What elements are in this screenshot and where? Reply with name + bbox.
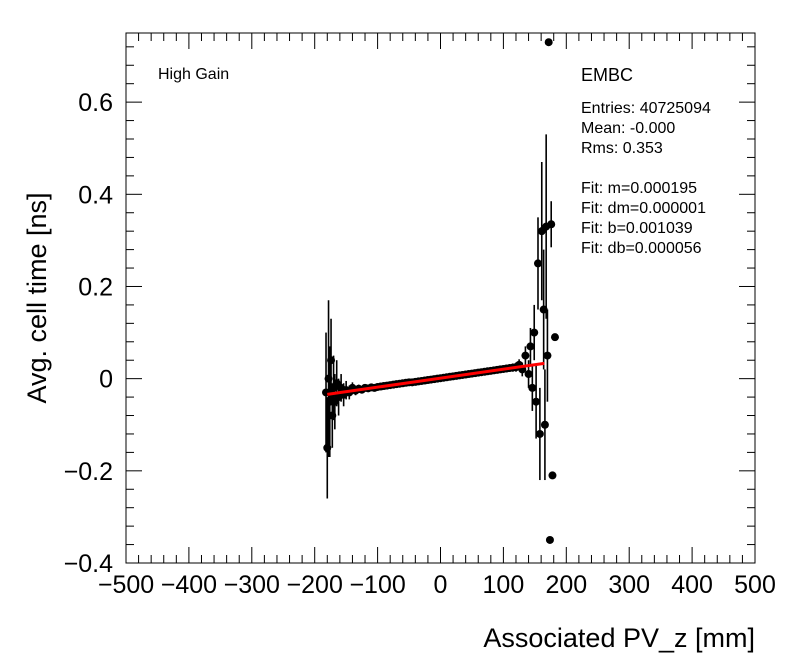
stat-fit-db: Fit: db=0.000056	[581, 240, 702, 257]
x-tick-label: −100	[349, 571, 405, 599]
x-tick-label: 300	[608, 571, 650, 599]
data-point	[550, 333, 559, 342]
y-axis-title: Avg. cell time [ns]	[22, 192, 52, 403]
y-tick-label: 0	[99, 366, 113, 394]
y-tick-label: −0.2	[64, 458, 113, 486]
data-point	[533, 259, 542, 268]
y-tick-label: 0.2	[78, 273, 113, 301]
data-point	[323, 443, 332, 452]
data-point	[530, 328, 539, 337]
y-tick-label: −0.4	[64, 550, 113, 578]
stat-fit-m: Fit: m=0.000195	[581, 180, 697, 197]
data-point	[539, 305, 548, 314]
x-tick-label: 0	[434, 571, 448, 599]
data-point	[540, 420, 549, 429]
data-point	[547, 220, 556, 229]
y-tick-label: 0.4	[78, 181, 113, 209]
x-tick-label: 100	[483, 571, 525, 599]
data-point	[544, 38, 553, 47]
y-tick-labels: −0.4 −0.2 0 0.2 0.4 0.6	[64, 89, 113, 578]
x-tick-label: −400	[161, 571, 217, 599]
x-tick-label: −500	[98, 571, 154, 599]
stat-rms: Rms: 0.353	[581, 140, 663, 157]
x-axis-title: Associated PV_z [mm]	[483, 623, 755, 653]
x-tick-label: −300	[224, 571, 280, 599]
data-point	[327, 356, 336, 365]
data-point	[524, 370, 533, 379]
stats-box: Entries: 40725094 Mean: -0.000 Rms: 0.35…	[581, 100, 711, 257]
y-tick-label: 0.6	[78, 89, 113, 117]
x-tick-label: −200	[287, 571, 343, 599]
x-tick-label: 500	[734, 571, 776, 599]
data-point	[548, 471, 557, 480]
plot-frame	[125, 32, 756, 564]
x-tick-labels: −500 −400 −300 −200 −100 0 100 200 300 400 500	[98, 571, 776, 599]
data-point	[532, 397, 541, 406]
stat-fit-b: Fit: b=0.001039	[581, 220, 693, 237]
data-point	[528, 383, 537, 392]
data-point	[324, 374, 333, 383]
data-point	[545, 535, 554, 544]
data-point	[328, 411, 337, 420]
partition-label: EMBC	[581, 65, 633, 85]
gain-label: High Gain	[158, 66, 229, 83]
fit-line	[327, 361, 545, 396]
x-tick-label: 200	[545, 571, 587, 599]
data-point	[543, 351, 552, 360]
stat-mean: Mean: -0.000	[581, 120, 675, 137]
stat-entries: Entries: 40725094	[581, 100, 711, 117]
axis-ticks	[125, 33, 756, 564]
data-point	[535, 429, 544, 438]
x-tick-label: 400	[671, 571, 713, 599]
stat-fit-dm: Fit: dm=0.000001	[581, 200, 706, 217]
data-point	[521, 351, 530, 360]
data-point	[526, 342, 535, 351]
